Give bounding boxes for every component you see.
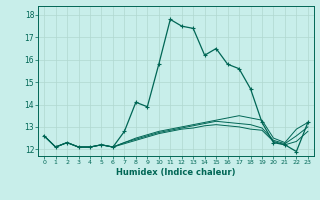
X-axis label: Humidex (Indice chaleur): Humidex (Indice chaleur) xyxy=(116,168,236,177)
